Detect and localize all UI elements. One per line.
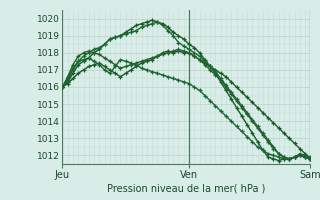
- X-axis label: Pression niveau de la mer( hPa ): Pression niveau de la mer( hPa ): [107, 184, 266, 194]
